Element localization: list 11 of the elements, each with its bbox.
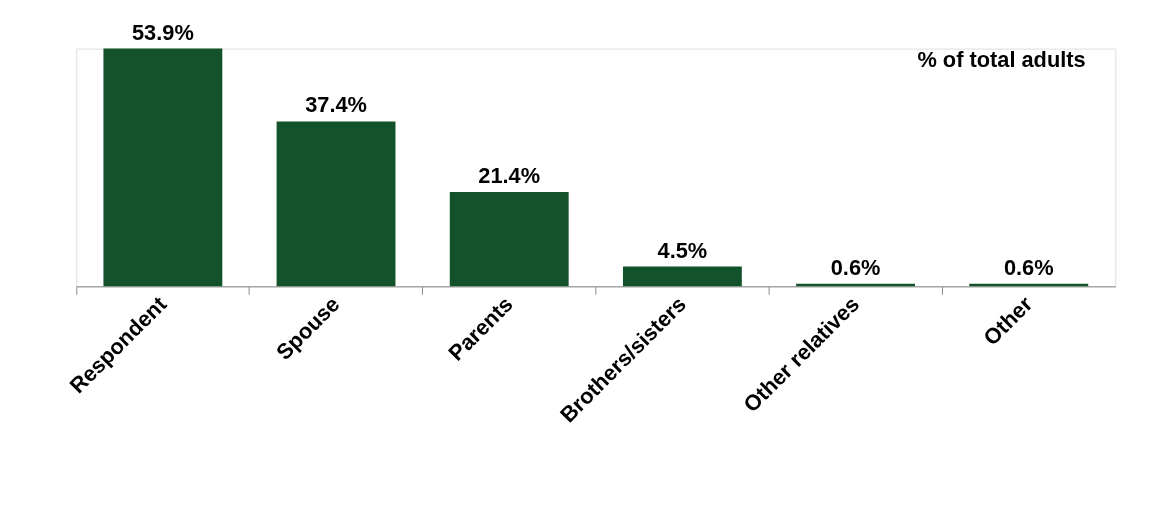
data-label: 53.9% xyxy=(131,19,194,45)
data-label: 37.4% xyxy=(305,92,367,118)
data-label: 0.6% xyxy=(830,254,881,280)
chart-title: % of total adults xyxy=(917,47,1086,73)
bar xyxy=(103,48,223,287)
bar xyxy=(622,266,742,287)
data-label: 0.6% xyxy=(1003,254,1054,280)
data-label: 21.4% xyxy=(478,163,541,189)
bar xyxy=(449,191,569,287)
data-label: 4.5% xyxy=(657,237,708,263)
bar xyxy=(276,121,396,287)
